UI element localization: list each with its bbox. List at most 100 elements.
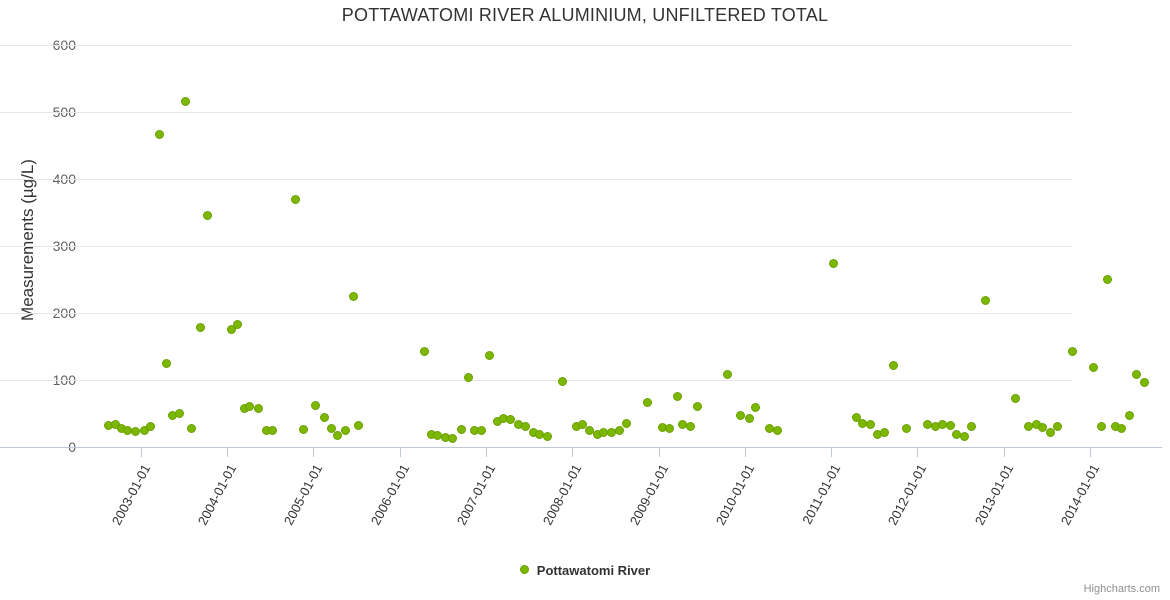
data-point[interactable] xyxy=(1010,394,1020,404)
data-point[interactable] xyxy=(1088,363,1098,373)
data-point[interactable] xyxy=(457,425,466,435)
data-point[interactable] xyxy=(320,413,330,423)
data-point[interactable] xyxy=(879,427,889,437)
legend-marker-icon xyxy=(519,565,529,575)
legend-item-pottawatomi-river[interactable]: Pottawatomi River xyxy=(519,562,651,579)
data-point[interactable] xyxy=(751,402,761,412)
x-axis-tick-label-wrap: 2005-01-01 xyxy=(257,460,327,573)
x-axis-tick-label-wrap: 2010-01-01 xyxy=(689,460,759,573)
x-axis-tick-label: 2012-01-01 xyxy=(885,461,930,528)
data-point[interactable] xyxy=(196,323,206,333)
data-point[interactable] xyxy=(1096,421,1106,431)
data-point[interactable] xyxy=(902,423,912,433)
x-axis-tick xyxy=(1003,448,1005,457)
data-point[interactable] xyxy=(341,425,351,435)
x-axis-tick-label: 2014-01-01 xyxy=(1057,461,1103,528)
plot-area xyxy=(90,45,1162,447)
x-axis-tick xyxy=(917,448,919,457)
data-point[interactable] xyxy=(333,431,343,441)
data-point[interactable] xyxy=(557,376,567,386)
data-point[interactable] xyxy=(966,421,976,431)
data-point[interactable] xyxy=(888,361,898,371)
data-point[interactable] xyxy=(1068,347,1078,357)
data-point[interactable] xyxy=(1053,421,1063,431)
data-point[interactable] xyxy=(578,420,587,430)
x-axis-tick xyxy=(140,448,142,457)
x-axis-tick-label: 2006-01-01 xyxy=(367,461,412,528)
x-axis-tick xyxy=(399,448,401,457)
data-point[interactable] xyxy=(174,409,184,418)
x-axis-tick-label-wrap: 2012-01-01 xyxy=(861,460,931,573)
gridline xyxy=(0,45,1072,46)
data-point[interactable] xyxy=(1131,370,1141,380)
x-axis-tick-label: 2008-01-01 xyxy=(539,461,585,528)
data-point[interactable] xyxy=(959,432,969,442)
data-point[interactable] xyxy=(722,370,732,380)
data-point[interactable] xyxy=(865,420,875,430)
data-point[interactable] xyxy=(298,425,308,435)
data-point[interactable] xyxy=(672,392,682,402)
data-point[interactable] xyxy=(736,411,746,420)
data-point[interactable] xyxy=(1140,377,1150,387)
data-point[interactable] xyxy=(829,258,839,268)
data-point[interactable] xyxy=(484,351,494,361)
data-point[interactable] xyxy=(621,419,631,429)
data-point[interactable] xyxy=(980,295,990,305)
data-point[interactable] xyxy=(154,129,164,139)
x-axis-tick-label: 2007-01-01 xyxy=(453,461,499,528)
data-point[interactable] xyxy=(1117,423,1127,433)
data-point[interactable] xyxy=(945,421,955,431)
x-axis-tick xyxy=(485,448,487,457)
data-point[interactable] xyxy=(1103,275,1113,284)
data-point[interactable] xyxy=(226,325,236,335)
data-point[interactable] xyxy=(162,359,172,369)
x-axis-line xyxy=(90,447,1162,448)
data-point[interactable] xyxy=(420,346,430,356)
data-point[interactable] xyxy=(187,423,197,433)
data-point[interactable] xyxy=(477,426,487,436)
data-point[interactable] xyxy=(463,373,473,383)
data-point[interactable] xyxy=(505,415,515,425)
data-point[interactable] xyxy=(772,426,782,436)
data-point[interactable] xyxy=(146,421,156,431)
data-point[interactable] xyxy=(1046,428,1056,438)
gridline xyxy=(0,112,1072,113)
data-point[interactable] xyxy=(1038,423,1048,433)
data-point[interactable] xyxy=(642,398,652,408)
data-point[interactable] xyxy=(744,414,754,424)
data-point[interactable] xyxy=(327,423,337,433)
x-axis-tick-label-wrap: 2008-01-01 xyxy=(516,460,586,573)
data-point[interactable] xyxy=(291,194,301,204)
data-point[interactable] xyxy=(311,400,321,410)
data-point[interactable] xyxy=(686,421,696,431)
data-point[interactable] xyxy=(542,432,552,442)
x-axis-tick-label-wrap: 2004-01-01 xyxy=(170,460,240,573)
data-point[interactable] xyxy=(202,211,212,221)
data-point[interactable] xyxy=(664,423,674,433)
x-axis-tick-label: 2013-01-01 xyxy=(971,461,1017,528)
data-point[interactable] xyxy=(268,425,278,435)
x-axis-tick xyxy=(226,448,228,457)
x-axis-tick-label-wrap: 2013-01-01 xyxy=(948,460,1018,573)
data-point[interactable] xyxy=(448,433,458,443)
gridline xyxy=(0,179,1072,180)
x-axis-tick xyxy=(744,448,746,457)
x-axis-tick-label: 2009-01-01 xyxy=(626,461,671,528)
x-axis-tick xyxy=(658,448,660,457)
data-point[interactable] xyxy=(354,421,364,431)
data-point[interactable] xyxy=(130,427,140,437)
credits-link[interactable]: Highcharts.com xyxy=(1083,583,1160,595)
data-point[interactable] xyxy=(1125,411,1135,420)
x-axis-tick-label-wrap: 2003-01-01 xyxy=(84,460,154,573)
data-point[interactable] xyxy=(851,413,861,423)
data-point[interactable] xyxy=(180,97,190,107)
data-point[interactable] xyxy=(253,404,263,414)
gridline xyxy=(0,313,1072,314)
data-point[interactable] xyxy=(520,422,530,432)
data-point[interactable] xyxy=(349,292,358,302)
data-point[interactable] xyxy=(615,425,625,435)
legend-item-label: Pottawatomi River xyxy=(536,563,651,579)
data-point[interactable] xyxy=(693,402,703,412)
data-point[interactable] xyxy=(233,319,243,329)
